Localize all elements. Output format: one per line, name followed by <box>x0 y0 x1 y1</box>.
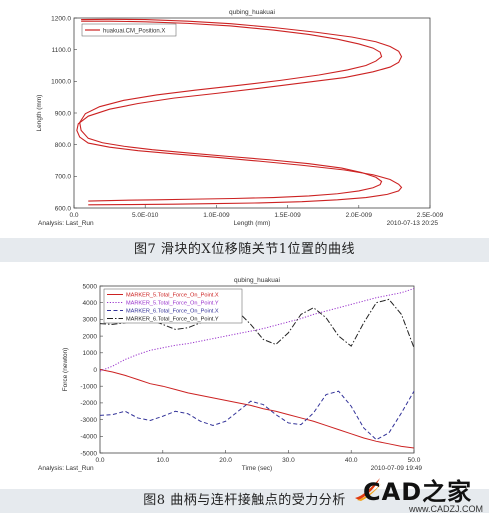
fig7-y-axis-label: Length (mm) <box>36 95 43 132</box>
fig7-footer-analysis: Analysis: Last_Run <box>38 220 94 227</box>
fig7-y-tick-label: 1200.0 <box>51 15 71 22</box>
fig8-series-line-2 <box>99 288 415 372</box>
fig8-y-tick-label: 5000 <box>83 283 98 290</box>
fig7-x-tick-label: 1.0E-009 <box>203 212 230 219</box>
figure-7-caption: 图7 滑块的X位移随关节1位置的曲线 <box>0 238 489 262</box>
fig7-legend-box <box>81 23 177 37</box>
fig8-y-tick-label: -3000 <box>80 417 97 424</box>
figure-7-chart: qubing_huakuai 0.0 5.0E-010 1.0E-009 1.5E-00… <box>36 9 444 227</box>
fig8-legend-label-3: MARKER_6.Total_Force_On_Point.X <box>126 309 219 315</box>
watermark-url: www.CADZJ.COM <box>409 504 483 514</box>
fig8-legend-label-1: MARKER_5.Total_Force_On_Point.X <box>126 293 219 299</box>
fig7-series-line-inner <box>79 20 383 202</box>
fig8-footer-analysis: Analysis: Last_Run <box>38 465 94 472</box>
fig7-x-tick-label: 5.0E-010 <box>132 212 159 219</box>
fig8-y-tick-label: 3000 <box>83 317 98 324</box>
fig8-x-tick-label: 50.0 <box>408 457 421 464</box>
fig7-y-tick-label: 700.0 <box>55 174 72 181</box>
figure-7-panel: qubing_huakuai 0.0 5.0E-010 1.0E-009 1.5E-00… <box>0 0 489 237</box>
cad-watermark-logo: CAD之家 www.CADZJ.COM <box>353 472 483 516</box>
fig7-legend-label: huakuai.CM_Position.X <box>103 28 165 34</box>
fig7-x-tick-label: 2.5E-009 <box>417 212 444 219</box>
fig7-x-tick-label: 2.0E-009 <box>346 212 373 219</box>
figure-8-caption: 图8 曲柄与连杆接触点的受力分析 <box>0 489 489 513</box>
fig7-x-axis-label: Length (mm) <box>234 220 271 227</box>
fig8-y-tick-label: -5000 <box>80 450 97 457</box>
watermark-text: CAD之家 <box>363 478 473 506</box>
fig8-y-tick-label: 4000 <box>83 300 98 307</box>
fig7-y-tick-label: 1100.0 <box>52 47 72 54</box>
fig8-y-tick-label: 2000 <box>83 333 98 340</box>
fig7-y-tick-label: 1000.0 <box>51 79 71 86</box>
fig8-footer-timestamp: 2010-07-09 19:49 <box>371 465 423 472</box>
fig8-series-line-1 <box>99 369 415 449</box>
figure-8-panel: qubing_huakuai 0.0 10.0 20.0 30.0 40.0 50.0 -50… <box>0 262 489 488</box>
fig8-y-tick-label: 0 <box>93 367 97 374</box>
fig7-x-tick-label: 1.5E-009 <box>274 212 301 219</box>
fig7-series-line-outer <box>76 18 403 206</box>
fig8-x-axis-label: Time (sec) <box>242 465 272 472</box>
fig8-y-tick-label: 1000 <box>83 350 98 357</box>
fig8-x-tick-label: 20.0 <box>219 457 232 464</box>
fig8-x-tick-label: 0.0 <box>95 457 104 464</box>
figure-8-chart: qubing_huakuai 0.0 10.0 20.0 30.0 40.0 50.0 -50… <box>38 277 423 472</box>
fig8-y-tick-label: -1000 <box>80 384 97 391</box>
fig8-y-tick-label: -4000 <box>80 434 97 441</box>
fig8-y-axis-label: Force (newton) <box>62 348 69 392</box>
fig7-title: qubing_huakuai <box>229 9 275 16</box>
fig8-series-line-4 <box>99 298 415 348</box>
fig8-title: qubing_huakuai <box>234 277 280 284</box>
flame-swoosh-icon <box>355 478 381 501</box>
fig8-legend-box <box>103 288 243 324</box>
fig8-x-tick-label: 40.0 <box>345 457 358 464</box>
fig8-series-line-3 <box>99 390 415 441</box>
fig7-y-tick-label: 800.0 <box>55 142 72 149</box>
fig7-footer-timestamp: 2010-07-13 20:25 <box>387 220 439 227</box>
fig8-legend-label-2: MARKER_5.Total_Force_On_Point.Y <box>126 301 219 307</box>
fig7-y-tick-label: 600.0 <box>55 205 72 212</box>
fig8-y-tick-label: -2000 <box>80 400 97 407</box>
fig8-x-tick-label: 10.0 <box>156 457 169 464</box>
fig7-plot-area <box>73 17 431 209</box>
fig8-x-tick-label: 30.0 <box>282 457 295 464</box>
fig7-x-tick-label: 0.0 <box>69 212 78 219</box>
fig8-legend-label-4: MARKER_6.Total_Force_On_Point.Y <box>126 317 219 323</box>
fig7-y-tick-label: 900.0 <box>55 110 72 117</box>
